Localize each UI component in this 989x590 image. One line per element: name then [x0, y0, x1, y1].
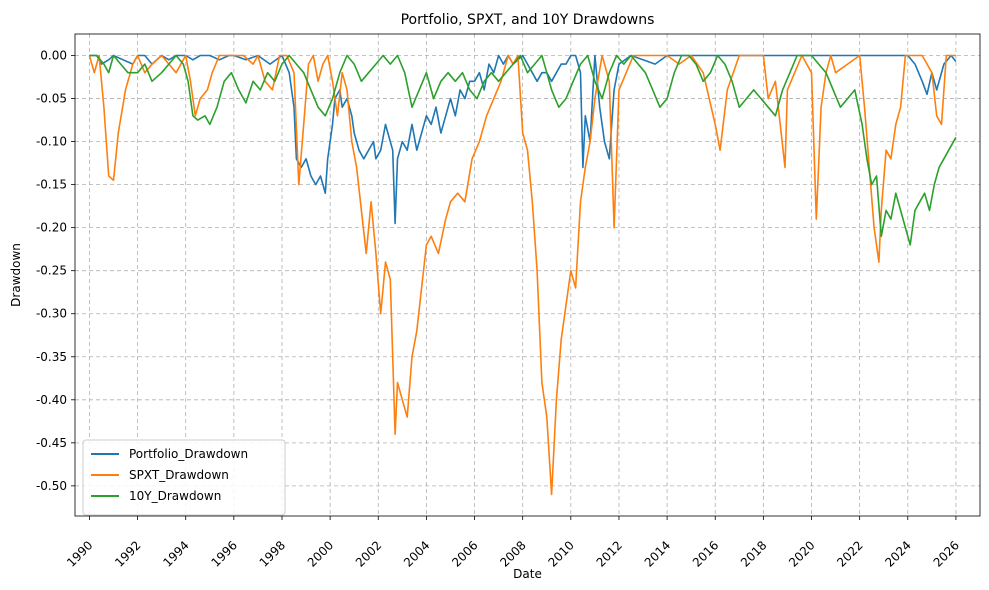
- x-tick-label: 1992: [112, 538, 143, 569]
- y-tick-label: -0.25: [36, 264, 67, 278]
- x-tick-label: 2024: [882, 538, 913, 569]
- y-tick-label: -0.20: [36, 221, 67, 235]
- y-tick-label: -0.50: [36, 479, 67, 493]
- plot-frame: [74, 33, 981, 517]
- x-tick-label: 2012: [594, 538, 625, 569]
- legend-label: 10Y_Drawdown: [129, 489, 221, 503]
- y-tick-label: -0.10: [36, 135, 67, 149]
- x-tick-label: 2020: [786, 538, 817, 569]
- x-tick-label: 2008: [497, 538, 528, 569]
- x-tick-label: 2026: [931, 538, 962, 569]
- series-line-spxt-drawdown: [88, 54, 956, 496]
- series-line-10y-drawdown: [89, 54, 957, 246]
- series-line-portfolio-drawdown: [89, 54, 957, 225]
- legend: Portfolio_Drawdown SPXT_Drawdown 10Y_Drawd…: [82, 439, 286, 516]
- y-tick-label: -0.05: [36, 92, 67, 106]
- x-tick-label: 2016: [690, 538, 721, 569]
- x-axis-title: Date: [513, 567, 542, 581]
- x-tick-label: 2006: [449, 538, 480, 569]
- x-tick-label: 2004: [401, 538, 432, 569]
- legend-label: Portfolio_Drawdown: [129, 447, 248, 461]
- chart-title: Portfolio, SPXT, and 10Y Drawdowns: [401, 12, 655, 28]
- y-axis-title: Drawdown: [9, 243, 23, 307]
- x-tick-label: 2022: [834, 538, 865, 569]
- x-tick-label: 2018: [738, 538, 769, 569]
- x-tick-label: 2000: [305, 538, 336, 569]
- y-tick-label: 0.00: [40, 49, 67, 63]
- y-tick-label: -0.40: [36, 393, 67, 407]
- x-tick-label: 2014: [642, 538, 673, 569]
- y-tick-label: -0.30: [36, 307, 67, 321]
- legend-box: [82, 439, 286, 516]
- y-tick-label: -0.35: [36, 350, 67, 364]
- x-tick-label: 2010: [545, 538, 576, 569]
- x-tick-label: 1996: [208, 538, 239, 569]
- x-tick-label: 2002: [353, 538, 384, 569]
- x-tick-label: 1990: [64, 538, 95, 569]
- x-tick-label: 1994: [160, 538, 191, 569]
- series-lines: [88, 54, 957, 496]
- y-tick-label: -0.45: [36, 436, 67, 450]
- x-tick-label: 1998: [257, 538, 288, 569]
- y-tick-label: -0.15: [36, 178, 67, 192]
- legend-label: SPXT_Drawdown: [129, 468, 229, 482]
- grid: [75, 34, 980, 516]
